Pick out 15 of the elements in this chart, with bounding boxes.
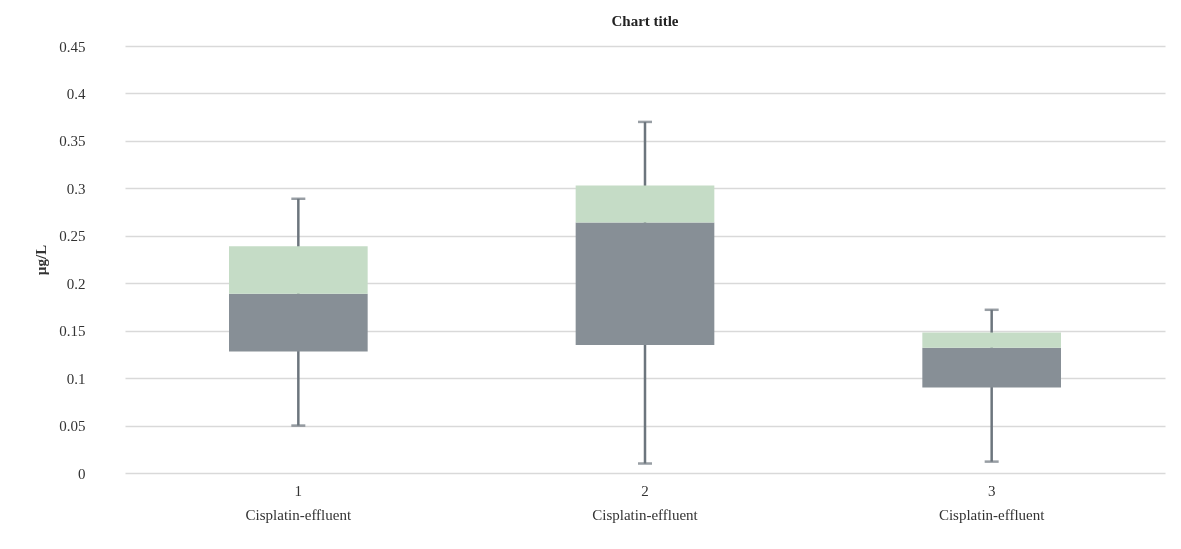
x-tick-label: 1 Cisplatin-effluent (245, 482, 352, 523)
x-tick-label: 2 Cisplatin-effluent (592, 482, 699, 523)
y-tick-label: 0 (78, 465, 86, 482)
y-tick-label: 0.05 (59, 418, 86, 435)
y-tick-label: 0.1 (66, 370, 86, 387)
y-tick-label: 0.4 (66, 85, 86, 102)
y-tick-label: 0.15 (59, 323, 86, 340)
y-tick-label: 0.2 (66, 275, 86, 292)
y-axis-title: µg/L (33, 244, 50, 276)
y-tick-label: 0.45 (59, 38, 86, 55)
y-tick-label: 0.35 (59, 133, 86, 150)
x-tick-label: 3 Cisplatin-effluent (938, 482, 1046, 523)
chart-title: Chart title (611, 13, 679, 29)
y-tick-label: 0.25 (59, 228, 86, 245)
y-tick-label: 0.3 (66, 180, 86, 197)
